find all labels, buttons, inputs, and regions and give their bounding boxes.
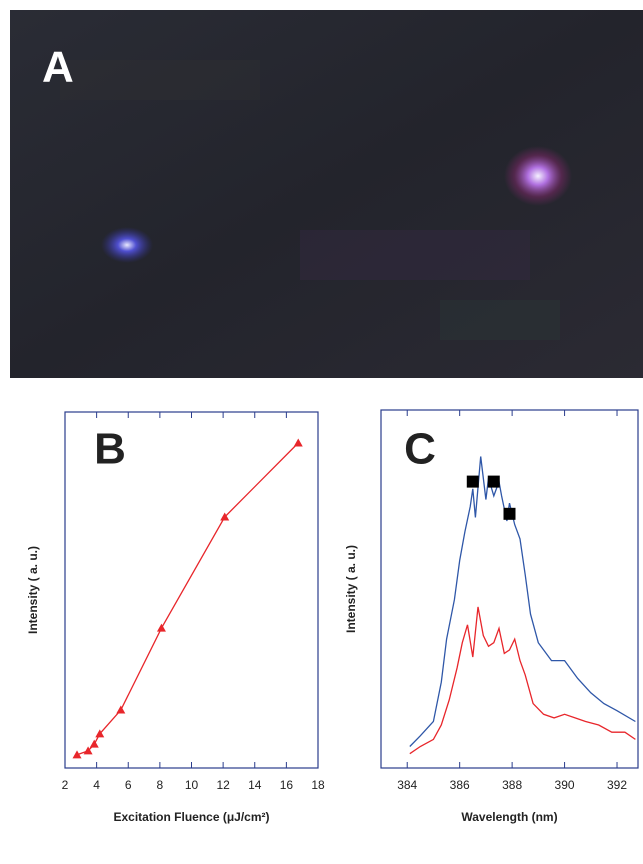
- x-tick-label: 6: [125, 778, 132, 792]
- y-axis-label: Intensity ( a. u.): [26, 546, 40, 634]
- plot-frame: [380, 409, 639, 769]
- x-axis-label: Excitation Fluence (μJ/cm²): [113, 810, 269, 824]
- panel-label: A: [42, 43, 74, 92]
- marker: [72, 750, 82, 759]
- x-tick-label: 16: [280, 778, 294, 792]
- y-axis-label: Intensity ( a. u.): [344, 545, 358, 633]
- marker: [466, 475, 479, 488]
- photo: [10, 10, 643, 378]
- series-line: [409, 456, 636, 747]
- x-tick-label: 8: [157, 778, 164, 792]
- marker: [156, 623, 166, 632]
- x-tick-label: 392: [607, 778, 627, 792]
- x-axis-label: Wavelength (nm): [461, 810, 557, 824]
- series-line: [76, 442, 299, 756]
- x-tick-label: 12: [216, 778, 230, 792]
- x-tick-label: 14: [248, 778, 262, 792]
- marker: [95, 729, 105, 738]
- marker: [220, 512, 230, 521]
- marker: [89, 739, 99, 748]
- x-tick-label: 390: [555, 778, 575, 792]
- x-tick-label: 2: [62, 778, 69, 792]
- marker: [293, 438, 303, 447]
- x-tick-label: 10: [185, 778, 199, 792]
- panel-label: C: [404, 425, 436, 474]
- x-tick-label: 18: [311, 778, 325, 792]
- x-tick-label: 384: [397, 778, 417, 792]
- marker: [487, 475, 500, 488]
- marker: [503, 507, 516, 520]
- x-tick-label: 388: [502, 778, 522, 792]
- series-line: [409, 606, 636, 755]
- x-tick-label: 386: [450, 778, 470, 792]
- marker: [83, 746, 93, 755]
- panel-label: B: [94, 425, 126, 474]
- x-tick-label: 4: [93, 778, 100, 792]
- marker: [116, 705, 126, 714]
